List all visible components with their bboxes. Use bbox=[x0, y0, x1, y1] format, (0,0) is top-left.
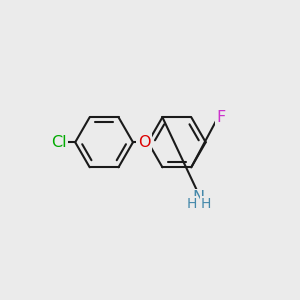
Text: H: H bbox=[186, 197, 197, 211]
Text: Cl: Cl bbox=[51, 135, 66, 150]
Text: O: O bbox=[138, 135, 150, 150]
Text: N: N bbox=[193, 190, 205, 205]
Text: H: H bbox=[201, 197, 211, 211]
Text: F: F bbox=[217, 110, 226, 125]
